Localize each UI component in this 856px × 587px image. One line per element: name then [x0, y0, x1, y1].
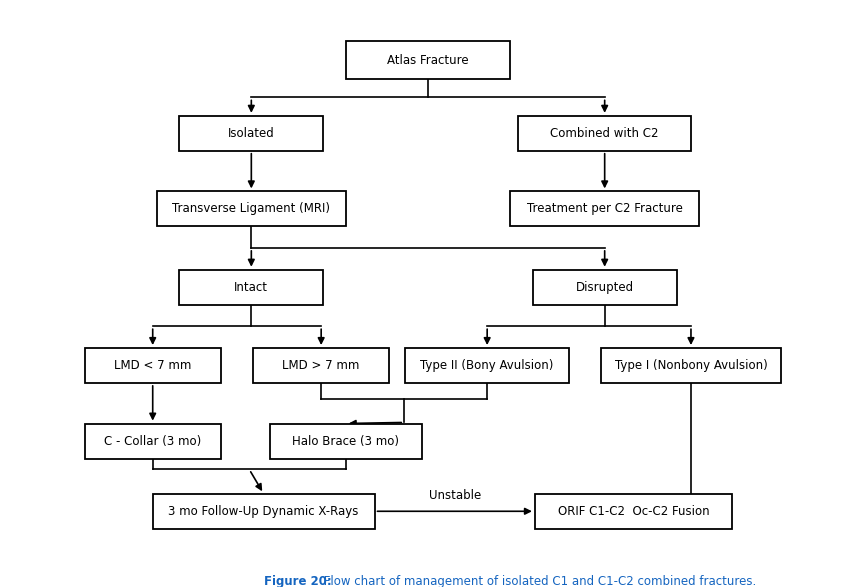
- FancyBboxPatch shape: [180, 116, 324, 151]
- FancyBboxPatch shape: [405, 348, 569, 383]
- Text: Type II (Bony Avulsion): Type II (Bony Avulsion): [420, 359, 554, 372]
- Text: Intact: Intact: [235, 281, 268, 294]
- FancyBboxPatch shape: [532, 269, 676, 305]
- FancyBboxPatch shape: [535, 494, 732, 529]
- Text: Figure 20:: Figure 20:: [264, 575, 331, 587]
- Text: Halo Brace (3 mo): Halo Brace (3 mo): [292, 434, 399, 447]
- Text: LMD < 7 mm: LMD < 7 mm: [114, 359, 192, 372]
- Text: Flow chart of management of isolated C1 and C1-C2 combined fractures.: Flow chart of management of isolated C1 …: [319, 575, 756, 587]
- Text: Treatment per C2 Fracture: Treatment per C2 Fracture: [526, 203, 682, 215]
- Text: Isolated: Isolated: [228, 127, 275, 140]
- Text: Atlas Fracture: Atlas Fracture: [387, 54, 469, 67]
- Text: Transverse Ligament (MRI): Transverse Ligament (MRI): [172, 203, 330, 215]
- FancyBboxPatch shape: [85, 348, 221, 383]
- Text: Disrupted: Disrupted: [575, 281, 633, 294]
- FancyBboxPatch shape: [157, 191, 346, 227]
- FancyBboxPatch shape: [180, 269, 324, 305]
- Text: Unstable: Unstable: [429, 488, 481, 501]
- FancyBboxPatch shape: [510, 191, 699, 227]
- FancyBboxPatch shape: [152, 494, 375, 529]
- Text: ORIF C1-C2  Oc-C2 Fusion: ORIF C1-C2 Oc-C2 Fusion: [557, 505, 710, 518]
- Text: 3 mo Follow-Up Dynamic X-Rays: 3 mo Follow-Up Dynamic X-Rays: [169, 505, 359, 518]
- FancyBboxPatch shape: [519, 116, 691, 151]
- Text: LMD > 7 mm: LMD > 7 mm: [282, 359, 360, 372]
- FancyBboxPatch shape: [253, 348, 389, 383]
- Text: Combined with C2: Combined with C2: [550, 127, 659, 140]
- FancyBboxPatch shape: [85, 424, 221, 458]
- FancyBboxPatch shape: [346, 42, 510, 79]
- FancyBboxPatch shape: [602, 348, 781, 383]
- FancyBboxPatch shape: [270, 424, 422, 458]
- Text: Type I (Nonbony Avulsion): Type I (Nonbony Avulsion): [615, 359, 767, 372]
- Text: C - Collar (3 mo): C - Collar (3 mo): [104, 434, 201, 447]
